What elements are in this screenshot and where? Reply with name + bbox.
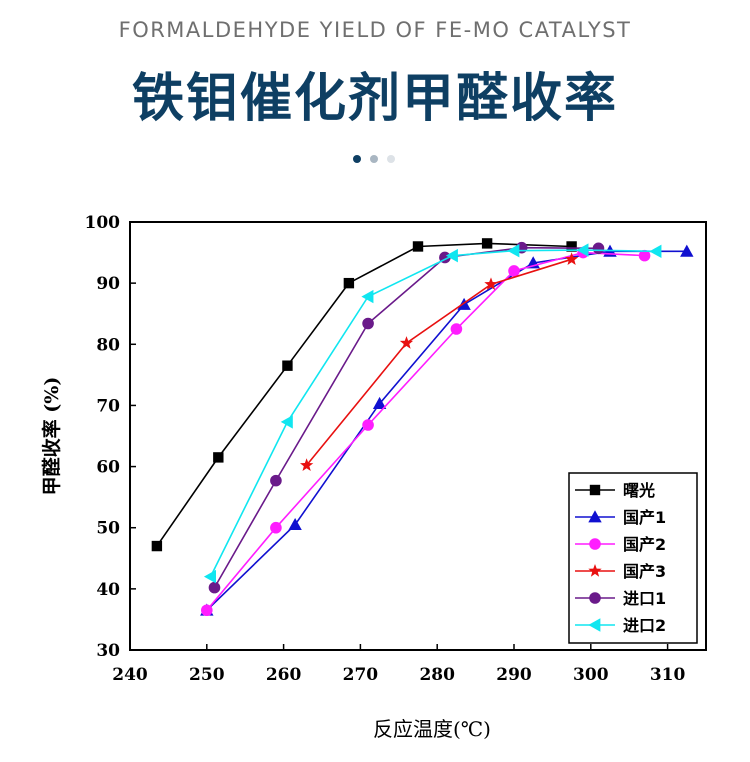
y-tick-label: 80	[96, 335, 120, 355]
data-point	[213, 452, 224, 463]
data-point	[270, 521, 282, 534]
data-point	[592, 242, 605, 255]
carousel-dots	[353, 155, 395, 163]
y-tick-label: 90	[96, 274, 120, 294]
y-tick-label: 50	[96, 519, 120, 539]
x-tick-label: 290	[496, 665, 532, 685]
data-point	[412, 241, 424, 252]
y-tick-label: 40	[96, 580, 120, 600]
x-tick-label: 270	[343, 665, 379, 685]
legend-box	[568, 472, 698, 644]
legend-label: 国产1	[623, 508, 666, 527]
legend-marker	[589, 538, 601, 550]
data-point	[445, 248, 458, 263]
y-tick-label: 70	[96, 396, 120, 416]
legend-marker	[588, 618, 601, 632]
data-point	[208, 581, 221, 594]
carousel-dot[interactable]	[353, 155, 361, 163]
y-tick-label: 30	[96, 641, 120, 661]
data-point	[361, 289, 374, 304]
legend-label: 进口1	[623, 589, 666, 608]
data-point	[484, 277, 498, 290]
legend-label: 国产2	[623, 535, 666, 554]
data-point	[507, 244, 520, 258]
x-tick-label: 300	[573, 665, 609, 685]
data-point	[280, 415, 293, 429]
series-line-4	[305, 258, 572, 466]
data-point	[508, 265, 520, 277]
x-tick-label: 280	[419, 665, 455, 685]
carousel-dot[interactable]	[370, 155, 378, 163]
data-point	[362, 317, 374, 330]
legend-label: 进口2	[623, 616, 666, 635]
x-tick-label: 240	[112, 665, 148, 685]
x-tick-label: 310	[650, 665, 686, 685]
data-point	[481, 238, 493, 249]
x-tick-label: 260	[266, 665, 302, 685]
legend-marker	[589, 592, 601, 604]
legend-label: 曙光	[623, 481, 655, 500]
y-tick-label: 60	[96, 458, 120, 478]
data-point	[300, 458, 314, 471]
data-point	[282, 360, 293, 371]
y-tick-label: 100	[85, 213, 121, 233]
x-axis-label: 反应温度(℃)	[373, 717, 491, 741]
data-point	[288, 517, 302, 531]
page-subtitle: FORMALDEHYDE YIELD OF FE-MO CATALYST	[118, 18, 632, 42]
legend-label: 国产3	[623, 562, 666, 581]
legend-marker	[589, 484, 601, 496]
y-axis-label: 甲醛收率 (%)	[40, 377, 63, 496]
data-point	[372, 396, 387, 409]
data-point	[399, 336, 414, 349]
data-point	[564, 252, 579, 265]
data-point	[343, 277, 355, 289]
data-point	[203, 569, 216, 584]
legend-marker	[588, 564, 602, 577]
x-tick-label: 250	[189, 665, 225, 685]
data-point	[362, 419, 374, 431]
data-point	[450, 323, 463, 335]
plot-frame	[129, 221, 707, 651]
legend-marker	[588, 510, 602, 523]
carousel-dot[interactable]	[387, 155, 395, 163]
data-point	[576, 243, 589, 257]
data-point	[151, 540, 163, 552]
data-point	[680, 244, 694, 257]
data-point	[201, 604, 213, 617]
data-point	[638, 249, 651, 262]
data-point	[270, 474, 282, 487]
series-line-5	[213, 246, 599, 588]
data-point	[566, 241, 577, 252]
data-point	[649, 244, 662, 259]
page-title: 铁钼催化剂甲醛收率	[131, 69, 618, 129]
